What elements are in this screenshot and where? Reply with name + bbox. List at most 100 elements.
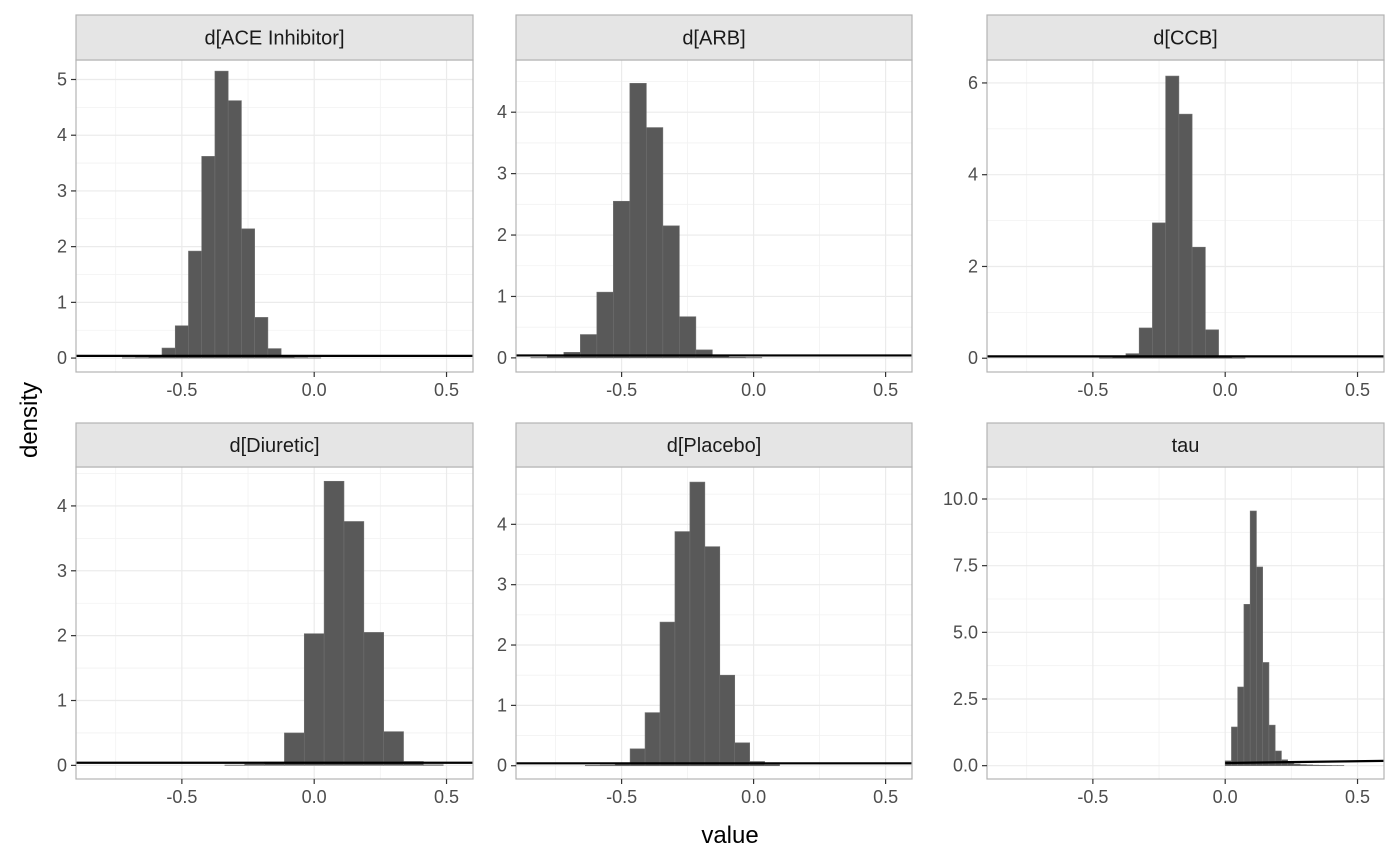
x-tick-label: -0.5 — [166, 380, 197, 400]
y-tick-label: 10.0 — [943, 489, 978, 509]
x-tick-label: 0.0 — [302, 380, 327, 400]
x-tick-label: 0.5 — [434, 787, 459, 807]
histogram-bar — [596, 291, 614, 359]
y-tick-label: 7.5 — [953, 556, 978, 576]
x-tick-label: -0.5 — [1077, 787, 1108, 807]
y-tick-label: 1 — [57, 691, 67, 711]
histogram-bar — [1256, 566, 1263, 766]
facet-strip-label: tau — [1172, 435, 1200, 457]
y-tick-label: 1 — [497, 286, 507, 306]
panel-background — [516, 60, 912, 372]
x-tick-label: -0.5 — [166, 787, 197, 807]
y-tick-label: 3 — [57, 181, 67, 201]
y-tick-label: 0 — [968, 348, 978, 368]
facet-strip — [986, 422, 1385, 468]
panel-background — [76, 60, 473, 372]
x-tick-label: 0.0 — [1213, 787, 1238, 807]
x-axis-title: value — [701, 822, 758, 849]
y-tick-label: 1 — [497, 695, 507, 715]
histogram-bar — [1138, 327, 1153, 359]
facet-strip — [515, 14, 913, 61]
facet-strip — [515, 422, 913, 468]
panel-background — [987, 467, 1384, 779]
histogram-bar — [1299, 764, 1307, 766]
histogram-bar — [1293, 763, 1301, 766]
facet-strip — [986, 14, 1385, 61]
facet-strip-label: d[ARB] — [682, 28, 745, 50]
x-tick-label: 0.0 — [302, 787, 327, 807]
histogram-bar — [734, 742, 750, 767]
histogram-bar — [214, 70, 229, 359]
x-tick-label: 0.5 — [1345, 380, 1370, 400]
histogram-bar — [1312, 764, 1320, 766]
facet-strip — [75, 14, 474, 61]
histogram-bar — [174, 325, 189, 359]
histogram-bar — [343, 521, 365, 766]
histogram-bar — [423, 764, 444, 766]
histogram-bar — [135, 357, 150, 359]
histogram-bar — [695, 349, 713, 359]
y-tick-label: 4 — [497, 514, 507, 534]
y-tick-label: 2.5 — [953, 689, 978, 709]
y-tick-label: 5 — [57, 70, 67, 90]
histogram-bar — [1249, 510, 1257, 766]
y-tick-label: 1 — [57, 292, 67, 312]
histogram-bar — [1268, 724, 1276, 766]
histogram-bar — [303, 633, 325, 766]
facet-panel: d[Placebo] -0.5 0.0 0.5 0 1 2 3 4 — [497, 422, 913, 807]
y-axis-title: density — [16, 382, 43, 458]
histogram-bar — [662, 225, 680, 359]
y-tick-label: 0 — [497, 348, 507, 368]
y-tick-label: 4 — [968, 165, 978, 185]
x-tick-label: 0.5 — [873, 787, 898, 807]
histogram-bar — [659, 621, 676, 767]
y-tick-label: 0.0 — [953, 756, 978, 776]
y-tick-label: 2 — [497, 635, 507, 655]
histogram-bar — [244, 763, 265, 766]
y-tick-label: 2 — [57, 626, 67, 646]
histogram-bar — [294, 357, 308, 359]
panel-background — [76, 467, 473, 779]
facet-strip-label: d[Diuretic] — [229, 435, 319, 457]
x-tick-label: 0.0 — [741, 380, 766, 400]
histogram-bar — [1231, 726, 1238, 766]
x-tick-label: 0.0 — [1213, 380, 1238, 400]
histogram-bar — [1152, 222, 1166, 359]
histogram-bar — [201, 156, 216, 359]
histogram-bar — [1243, 604, 1251, 766]
histogram-bar — [241, 228, 255, 359]
histogram-bar — [1191, 246, 1206, 359]
histogram-bar — [704, 546, 721, 767]
x-tick-label: 0.5 — [873, 380, 898, 400]
histogram-bar — [719, 674, 736, 767]
y-tick-label: 3 — [57, 561, 67, 581]
histogram-bar — [1205, 329, 1219, 359]
histogram-bar — [1178, 113, 1193, 359]
histogram-bar — [599, 764, 616, 767]
histogram-bar — [644, 712, 661, 767]
y-tick-label: 2 — [497, 225, 507, 245]
histogram-bar — [764, 764, 780, 767]
y-tick-label: 3 — [497, 575, 507, 595]
histogram-bar — [254, 317, 269, 359]
facet-panels: d[ACE Inhibitor] -0.5 0.0 0.5 0 1 2 3 4 5 d[ARB] -0… — [57, 14, 1385, 807]
x-tick-label: -0.5 — [606, 380, 637, 400]
histogram-bar — [323, 480, 345, 766]
y-tick-label: 6 — [968, 73, 978, 93]
y-tick-label: 0 — [57, 348, 67, 368]
y-tick-label: 4 — [57, 496, 67, 516]
y-tick-label: 2 — [57, 237, 67, 257]
y-tick-label: 4 — [57, 125, 67, 145]
y-tick-label: 0 — [497, 756, 507, 776]
histogram-bar — [1237, 686, 1245, 766]
y-tick-label: 2 — [968, 256, 978, 276]
x-tick-label: -0.5 — [1077, 380, 1108, 400]
histogram-bar — [629, 83, 647, 359]
histogram-bar — [728, 356, 746, 359]
histogram-bar — [689, 481, 706, 767]
y-tick-label: 0 — [57, 755, 67, 775]
histogram-bar — [613, 200, 631, 359]
x-tick-label: 0.0 — [741, 787, 766, 807]
y-tick-label: 4 — [497, 102, 507, 122]
